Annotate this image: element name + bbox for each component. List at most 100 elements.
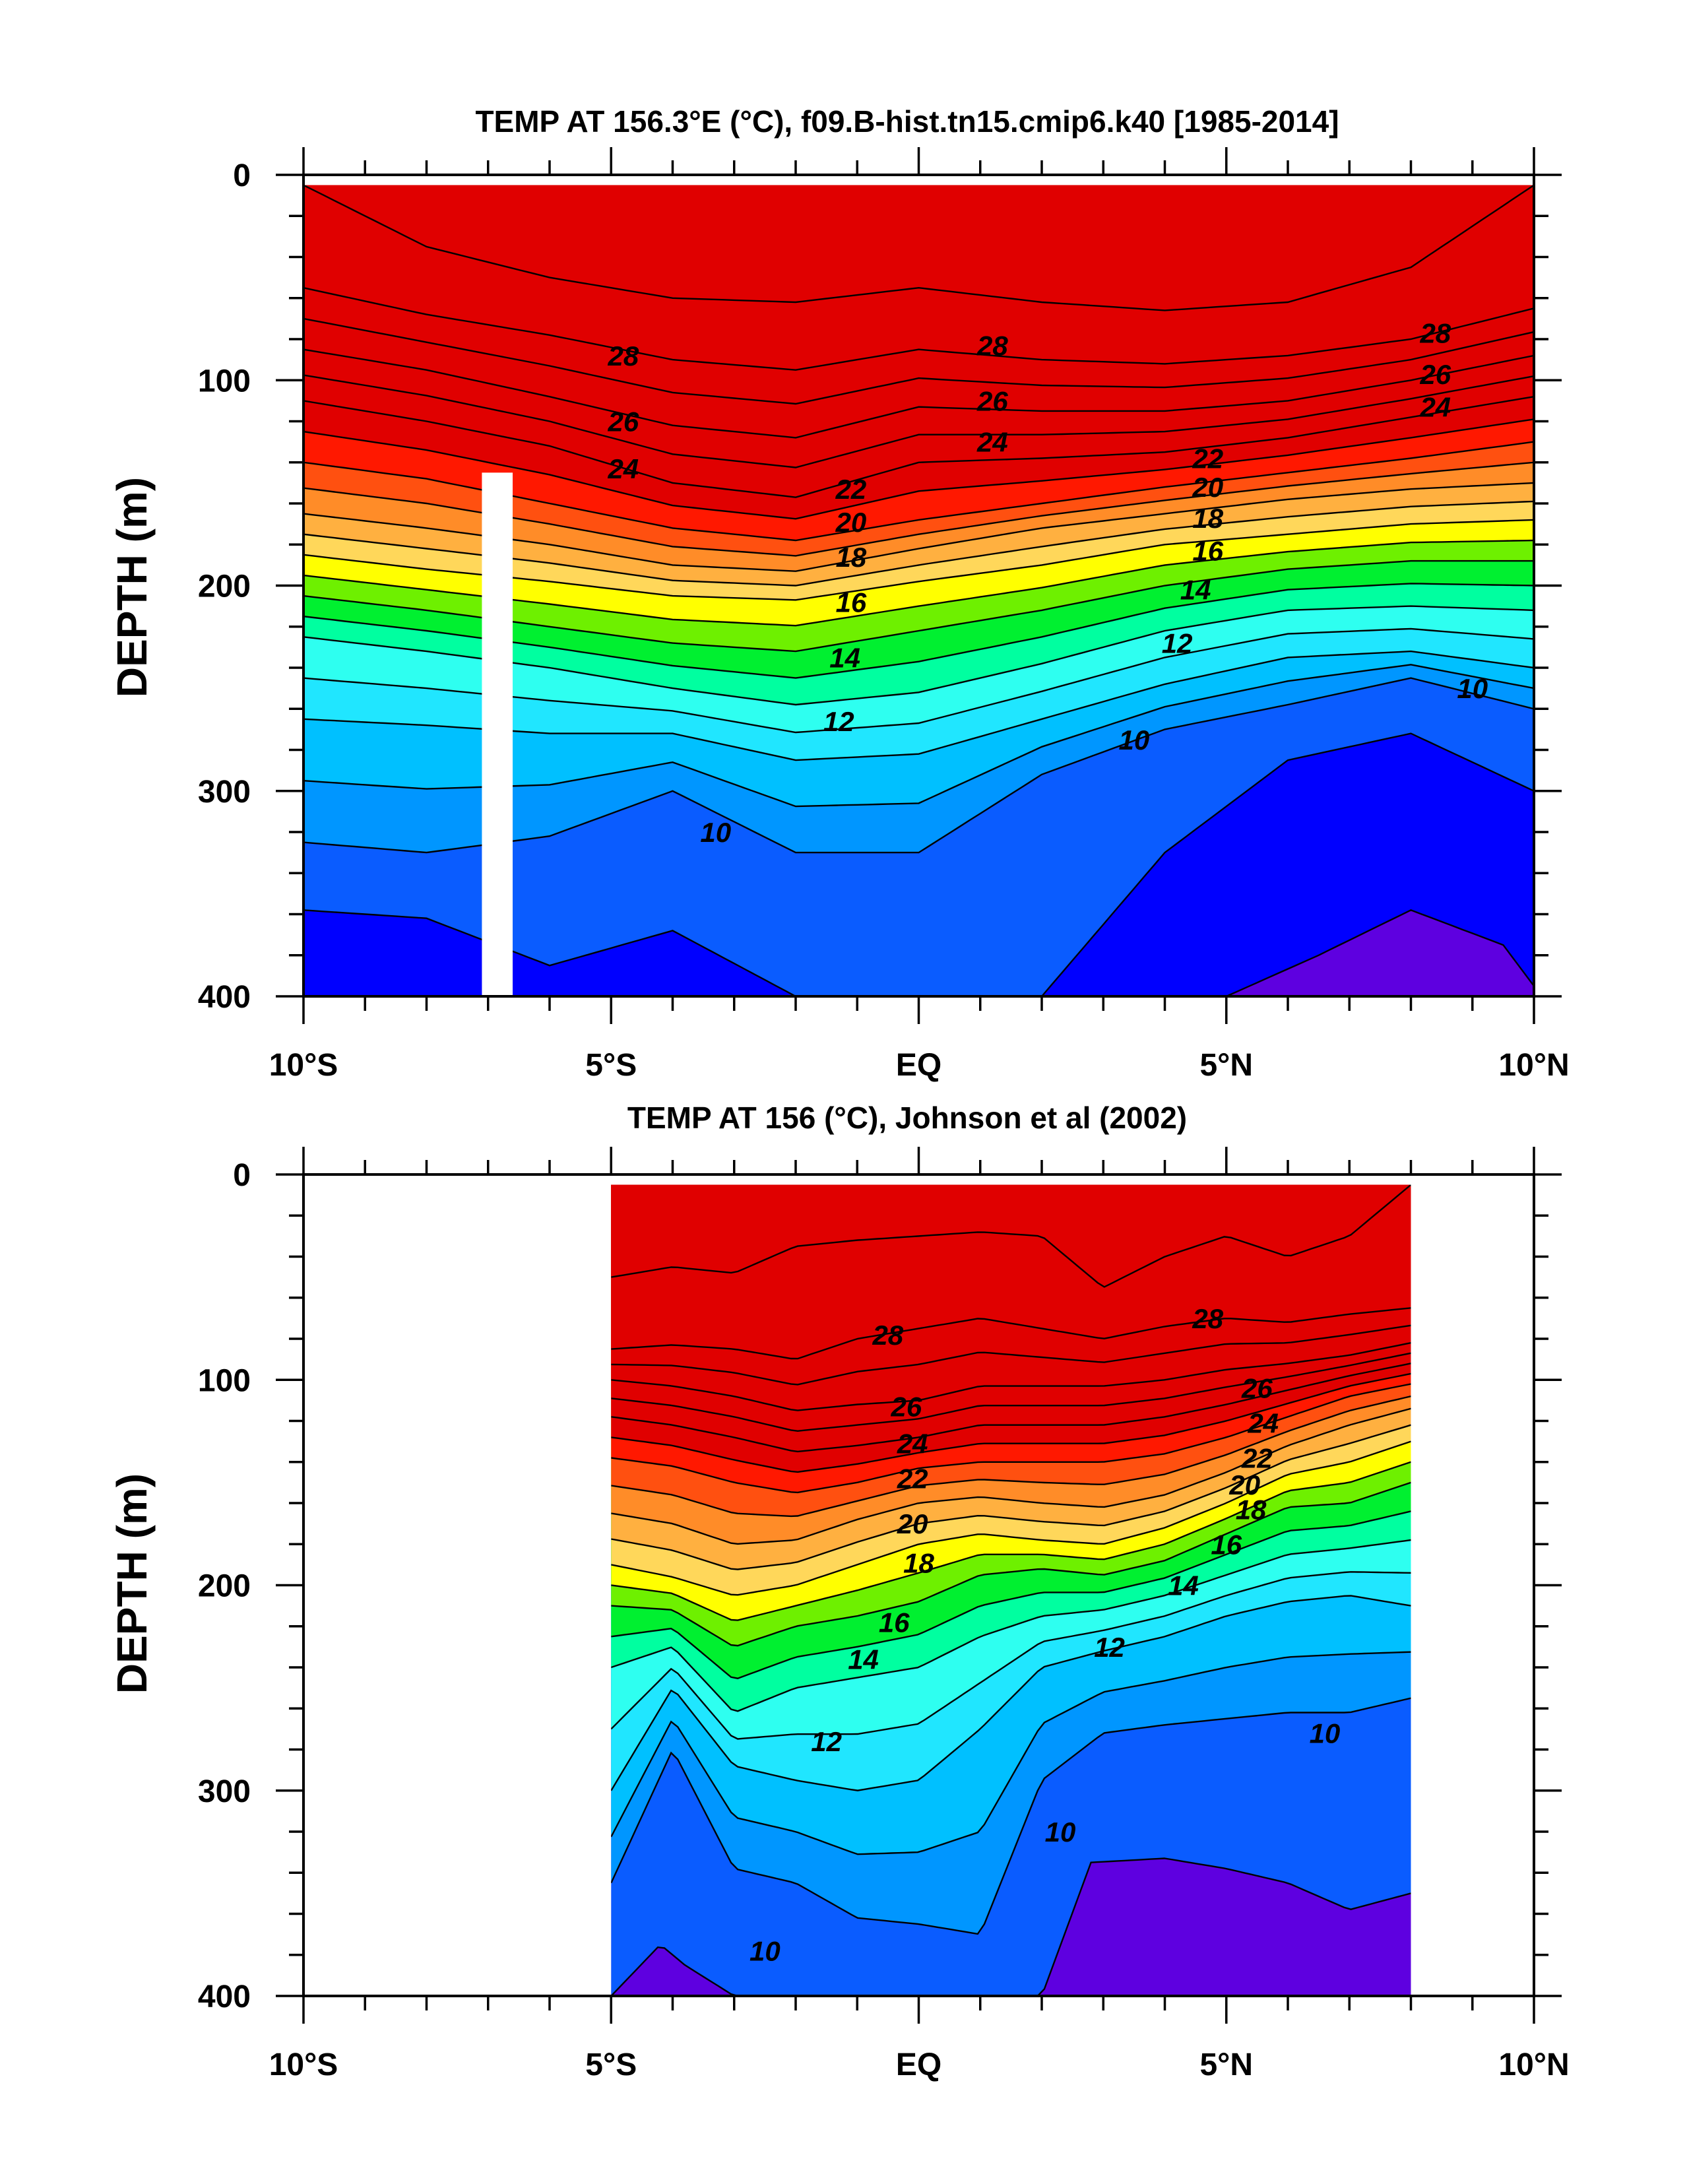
- x-tick-label: 5°N: [1199, 1048, 1253, 1083]
- fill-band-29: [611, 1184, 1411, 1287]
- contour-label: 12: [823, 706, 854, 737]
- panel-bottom-title: TEMP AT 156 (°C), Johnson et al (2002): [627, 1101, 1187, 1135]
- contour-labels: 2826242220181614121028262422201816141210…: [608, 318, 1488, 848]
- isotherm-28: [611, 1307, 1411, 1360]
- contour-label: 12: [811, 1726, 842, 1757]
- y-tick-label: 100: [198, 364, 251, 399]
- x-tick-label: 5°S: [585, 2047, 637, 2082]
- y-tick-label: 100: [198, 1363, 251, 1398]
- contour-label: 18: [1192, 503, 1223, 534]
- x-tick-label: 10°N: [1498, 2047, 1569, 2082]
- contour-label: 20: [1228, 1469, 1260, 1500]
- isotherm-29: [303, 185, 1534, 311]
- contour-label: 28: [1419, 318, 1451, 349]
- contour-label: 10: [1457, 673, 1488, 704]
- contour-label: 16: [879, 1607, 910, 1638]
- contour-label: 28: [872, 1320, 904, 1351]
- isotherm-11: [611, 1651, 1411, 1855]
- isotherm-21: [611, 1396, 1411, 1518]
- contour-label: 14: [1180, 575, 1211, 606]
- contour-label: 26: [976, 385, 1008, 416]
- contour-label: 26: [1419, 359, 1451, 390]
- contour-label: 20: [1192, 472, 1223, 503]
- contour-labels: 2826242220181614121012101416182022242628…: [749, 1303, 1340, 1967]
- contour-label: 18: [903, 1547, 934, 1578]
- y-tick-label: 200: [198, 569, 251, 604]
- y-tick-label: 300: [198, 775, 251, 810]
- isotherm-19: [611, 1424, 1411, 1570]
- contour-label: 14: [829, 642, 860, 673]
- isotherm-9: [611, 1857, 1411, 1996]
- contour-label: 20: [835, 507, 867, 538]
- contour-label: 16: [1211, 1529, 1242, 1560]
- panel-bottom-ylabel: DEPTH (m): [108, 1473, 156, 1694]
- contour-label: 24: [1419, 392, 1451, 423]
- isotherm-27: [611, 1324, 1411, 1386]
- contour-label: 28: [976, 330, 1008, 361]
- contour-label: 12: [1094, 1632, 1125, 1663]
- y-tick-label: 300: [198, 1774, 251, 1809]
- isotherm-23: [303, 418, 1534, 520]
- contour-label: 26: [890, 1392, 922, 1423]
- isotherm-22: [611, 1383, 1411, 1494]
- x-tick-label: 5°N: [1199, 2047, 1253, 2082]
- isotherm-12: [611, 1595, 1411, 1791]
- panel-bottom-plot-area: 2826242220181614121012101416182022242628…: [611, 1184, 1411, 1996]
- y-tick-label: 0: [233, 1158, 251, 1193]
- missing-data-column: [482, 472, 513, 996]
- isotherm-27: [303, 317, 1534, 405]
- fill-band-29: [303, 185, 1534, 311]
- contour-label: 16: [1192, 536, 1223, 567]
- isotherm-8: [303, 909, 1534, 996]
- panel-bottom-axes: 0 100 200 300 400 10°S 5°S EQ 5°N 10°N: [198, 1147, 1570, 2082]
- isotherm-10: [611, 1697, 1411, 1935]
- isotherm-24: [611, 1363, 1411, 1453]
- contour-label: 14: [1168, 1570, 1199, 1601]
- contour-label: 18: [836, 542, 867, 573]
- contour-label: 10: [1119, 724, 1150, 755]
- panel-top: TEMP AT 156.3°E (°C), f09.B-hist.tn15.cm…: [108, 104, 1570, 1083]
- contour-label: 12: [1162, 628, 1193, 659]
- contour-label: 24: [1247, 1408, 1279, 1439]
- isotherm-15: [611, 1510, 1411, 1679]
- isotherm-23: [611, 1372, 1411, 1473]
- contour-fills: [611, 1184, 1411, 1996]
- panel-bottom: TEMP AT 156 (°C), Johnson et al (2002) D…: [108, 1101, 1570, 2082]
- x-tick-label: 10°N: [1498, 1048, 1569, 1083]
- y-tick-label: 0: [233, 158, 251, 193]
- isotherm-26: [611, 1342, 1411, 1411]
- contour-label: 10: [1310, 1718, 1341, 1749]
- contour-label: 16: [836, 587, 867, 618]
- contour-label: 10: [749, 1936, 781, 1967]
- isotherm-29: [611, 1184, 1411, 1288]
- contour-label: 24: [608, 453, 639, 484]
- panel-top-axes: 0 100 200 300 400 10°S 5°S EQ 5°N 10°N: [198, 147, 1570, 1083]
- x-tick-label: 5°S: [585, 1048, 637, 1083]
- isotherm-16: [611, 1481, 1411, 1647]
- contour-label: 20: [897, 1508, 928, 1539]
- contour-label: 28: [608, 340, 639, 371]
- contour-label: 22: [1192, 443, 1223, 474]
- contour-lines: [611, 1184, 1411, 1996]
- contour-label: 18: [1236, 1494, 1267, 1525]
- y-tick-label: 400: [198, 1979, 251, 2014]
- panel-top-ylabel: DEPTH (m): [108, 477, 156, 697]
- contour-label: 22: [897, 1463, 928, 1494]
- panel-top-title: TEMP AT 156.3°E (°C), f09.B-hist.tn15.cm…: [475, 104, 1339, 139]
- contour-fills: [303, 185, 1534, 996]
- contour-label: 24: [976, 427, 1008, 458]
- isotherm-24: [303, 396, 1534, 498]
- contour-label: 10: [700, 817, 731, 848]
- contour-label: 28: [1192, 1303, 1223, 1334]
- isotherm-25: [611, 1352, 1411, 1432]
- isotherm-28: [303, 287, 1534, 371]
- contour-label: 22: [835, 474, 867, 505]
- contour-label: 22: [1241, 1443, 1273, 1474]
- x-tick-label: EQ: [896, 1048, 941, 1083]
- x-tick-label: EQ: [896, 2047, 941, 2082]
- contour-label: 24: [897, 1429, 928, 1460]
- isotherm-17: [611, 1461, 1411, 1621]
- isotherm-13: [611, 1571, 1411, 1740]
- x-tick-label: 10°S: [269, 1048, 338, 1083]
